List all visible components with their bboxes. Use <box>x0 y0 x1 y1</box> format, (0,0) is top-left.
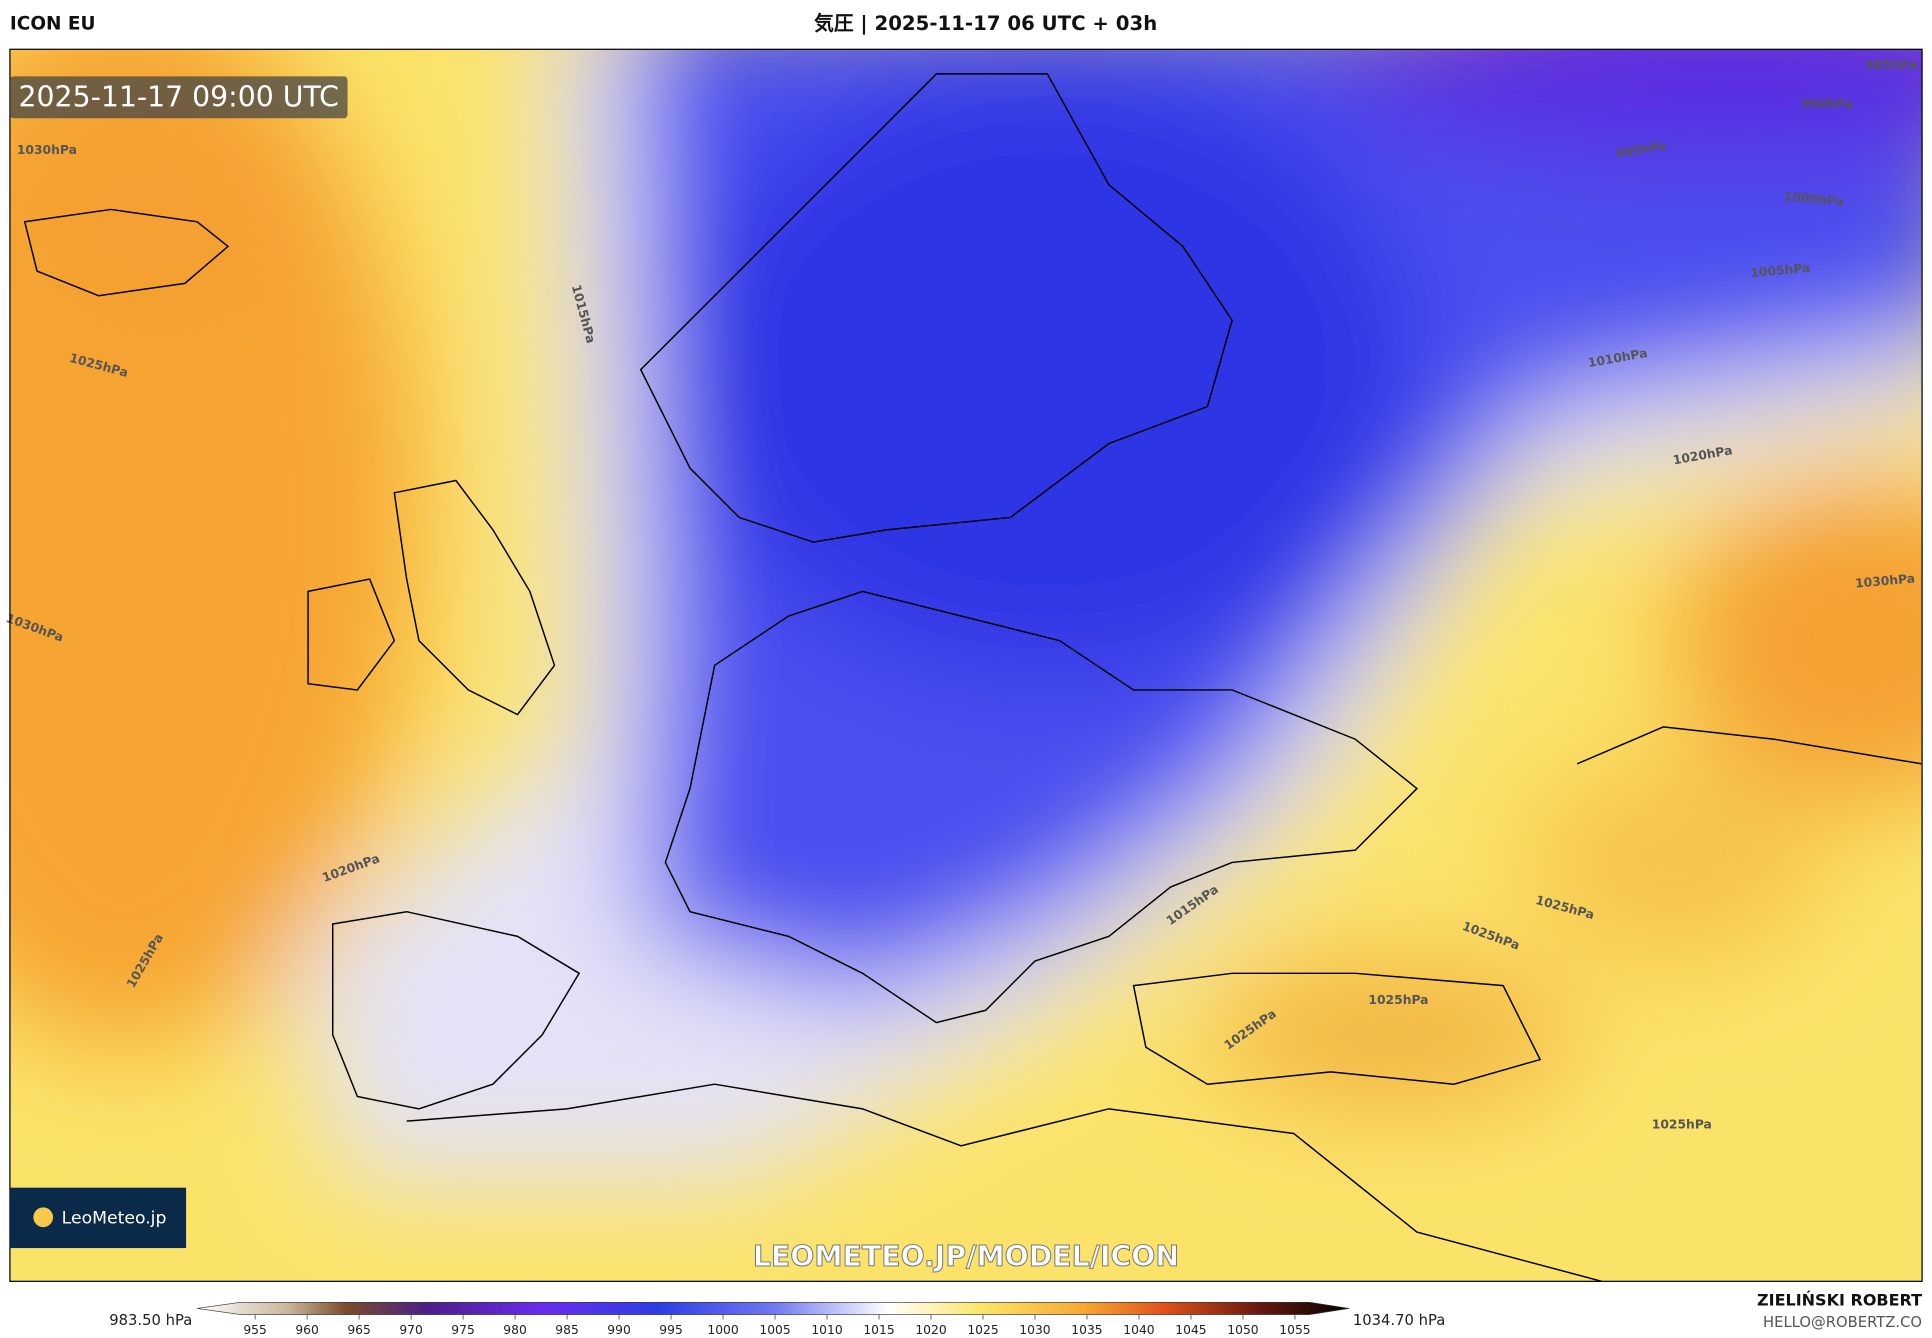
model-name: ICON EU <box>10 14 96 35</box>
logo: LeoMeteo.jp <box>62 1208 167 1228</box>
colorbar-tick-label: 955 <box>243 1323 267 1337</box>
colorbar-tick-label: 1040 <box>1123 1323 1155 1337</box>
timestamp: 2025-11-17 09:00 UTC <box>19 81 339 114</box>
contour-label: 1025hPa <box>1652 1117 1712 1131</box>
logo-sun <box>33 1207 54 1228</box>
colorbar-tick-label: 1025 <box>967 1323 998 1337</box>
contact: HELLO@ROBERTZ.CO <box>1763 1314 1922 1331</box>
colorbar-tick-label: 990 <box>607 1323 631 1337</box>
contour-label: 1030hPa <box>17 143 77 157</box>
colorbar-tick-label: 1000 <box>707 1323 739 1337</box>
colorbar-tick-label: 1045 <box>1175 1323 1206 1337</box>
author: ZIELIŃSKI ROBERT <box>1757 1291 1922 1310</box>
pressure-field <box>9 49 1923 1282</box>
colorbar-tick-label: 970 <box>399 1323 423 1337</box>
contour-label: 1025hPa <box>1368 993 1428 1007</box>
contour-label: 1030hPa <box>1855 571 1916 590</box>
colorbar-tick-label: 1020 <box>915 1323 947 1337</box>
colorbar-tick-label: 1055 <box>1279 1323 1310 1337</box>
colorbar-tick-label: 980 <box>503 1323 527 1337</box>
colorbar-tick-label: 985 <box>555 1323 579 1337</box>
colorbar-tick-label: 960 <box>295 1323 319 1337</box>
colorbar-tick-label: 995 <box>659 1323 683 1337</box>
colorbar-tick-label: 965 <box>347 1323 371 1337</box>
colorbar-tick-label: 1030 <box>1019 1323 1051 1337</box>
contour-label: 1000hPa <box>1783 190 1844 209</box>
colorbar-tick-label: 975 <box>451 1323 475 1337</box>
colorbar-min: 983.50 hPa <box>109 1312 192 1329</box>
contour-label: 990hPa <box>1801 97 1852 111</box>
map-title: 気圧 | 2025-11-17 06 UTC + 03h <box>814 12 1157 35</box>
colorbar-max: 1034.70 hPa <box>1353 1312 1445 1329</box>
colorbar-tick-label: 1050 <box>1227 1323 1259 1337</box>
contour-label: 1005hPa <box>1750 261 1811 280</box>
timestamp-box <box>9 76 348 119</box>
colorbar-ticks: 955 960 965 970 975 980 985 990 995 1000 1005 1010 1… <box>243 1314 1311 1337</box>
colorbar-tick-label: 1005 <box>759 1323 790 1337</box>
colorbar-tick-label: 1010 <box>811 1323 843 1337</box>
colorbar <box>197 1301 1350 1315</box>
contour-label: 985hPa <box>1866 58 1917 72</box>
watermark: LEOMETEO.JP/MODEL/ICON <box>753 1240 1179 1273</box>
colorbar-tick-label: 1015 <box>863 1323 894 1337</box>
map-frame <box>9 48 1923 1282</box>
colorbar-tick-label: 1035 <box>1071 1323 1102 1337</box>
